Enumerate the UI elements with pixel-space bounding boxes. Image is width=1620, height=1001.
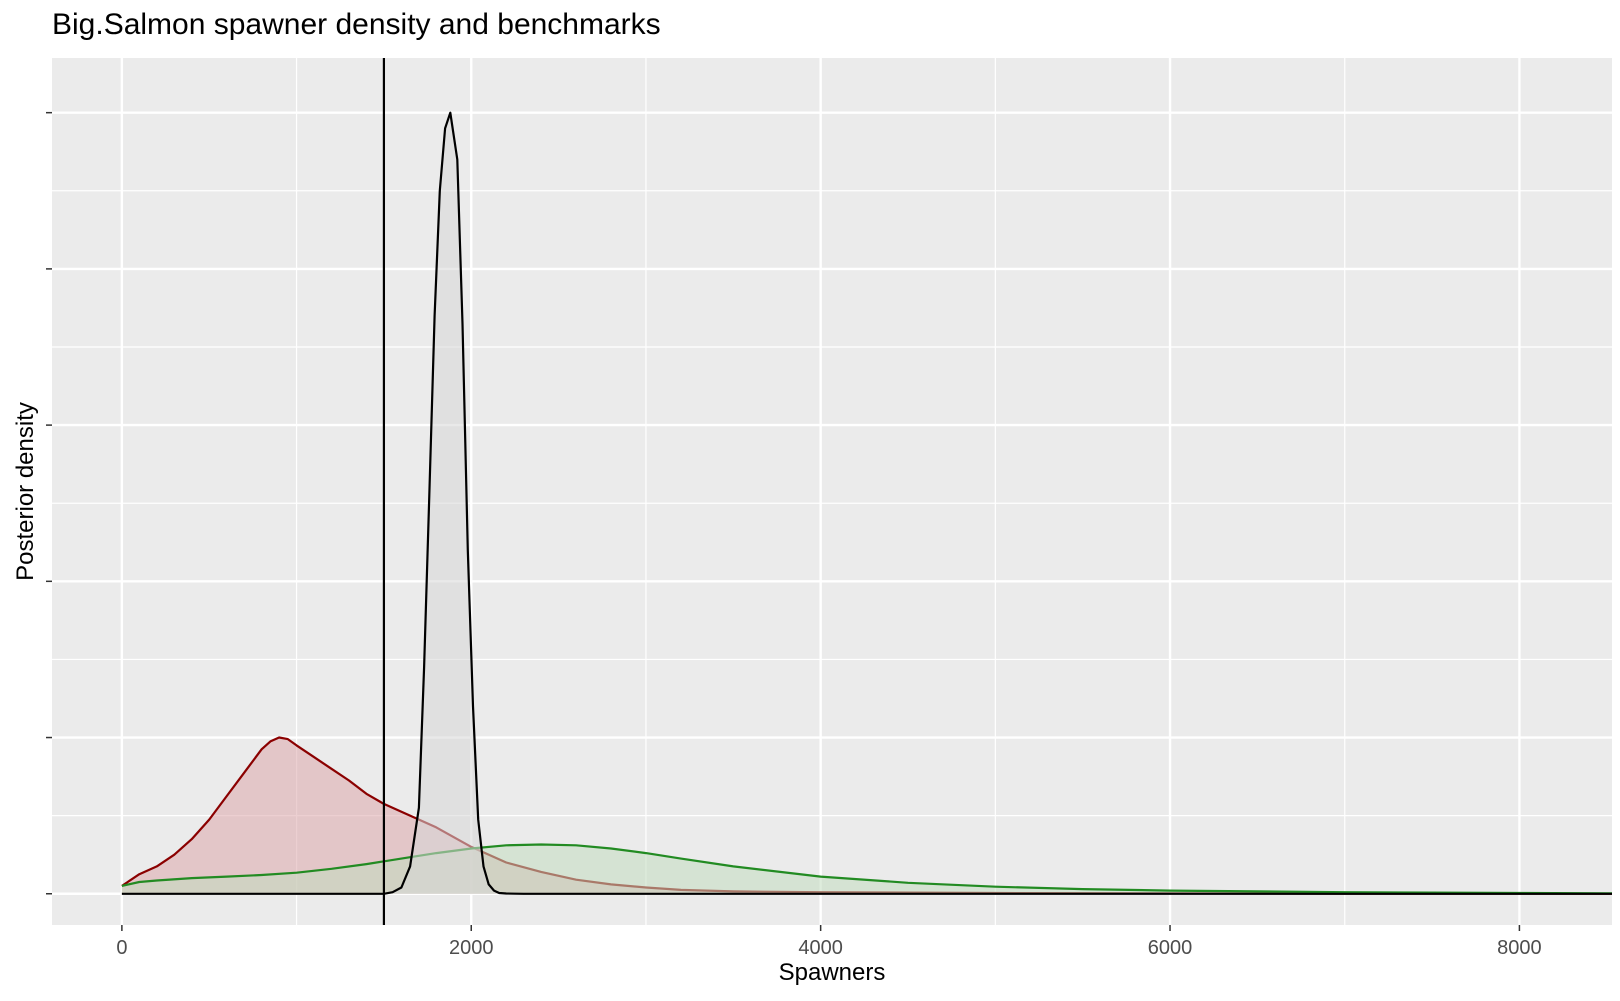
x-axis-title: Spawners bbox=[779, 959, 886, 986]
x-tick-label: 6000 bbox=[1148, 937, 1193, 959]
x-tick-label: 2000 bbox=[449, 937, 494, 959]
density-line-2 bbox=[121, 111, 1612, 895]
density-area-1 bbox=[121, 844, 1612, 894]
density-line-1 bbox=[121, 843, 1613, 895]
x-tick-label: 0 bbox=[116, 937, 127, 959]
chart-title: Big.Salmon spawner density and benchmark… bbox=[52, 8, 661, 41]
x-tick-label: 4000 bbox=[798, 937, 843, 959]
x-tick-label: 8000 bbox=[1497, 937, 1542, 959]
y-axis-title: Posterior density bbox=[12, 402, 39, 581]
